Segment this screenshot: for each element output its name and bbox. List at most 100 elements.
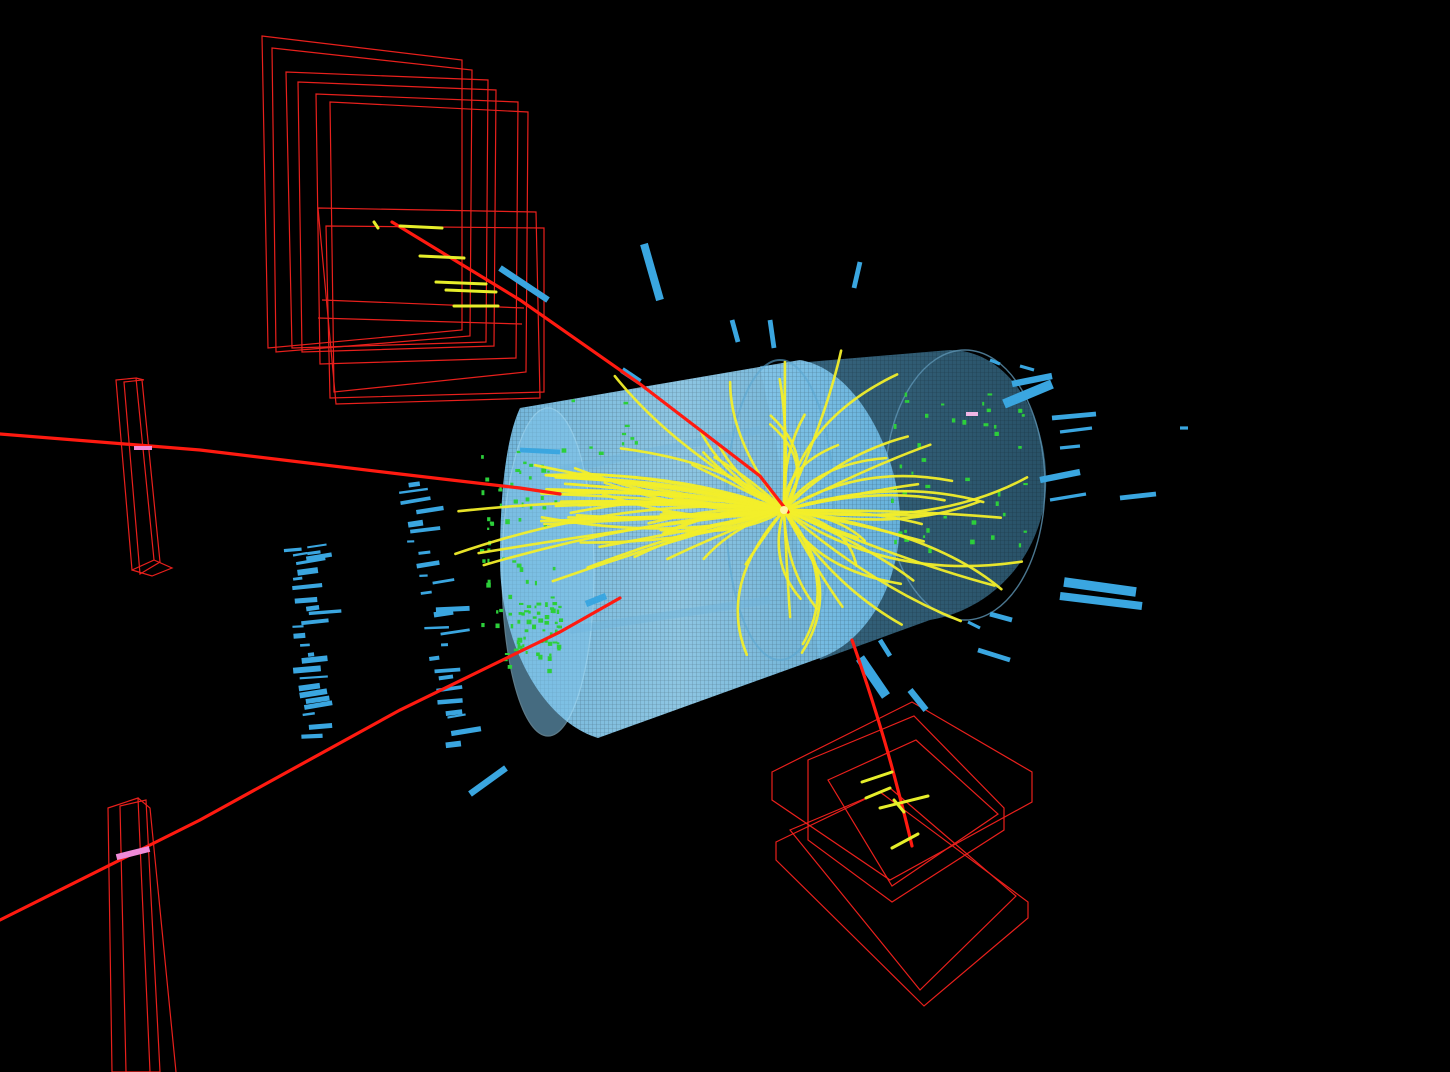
calorimeter-tower [299,675,328,680]
calorimeter-tower [416,505,444,515]
tracker-hit [541,468,547,473]
tracker-hit [499,486,502,490]
charged-track [782,508,962,623]
calorimeter-tower [1059,426,1093,434]
tracker-hit [550,609,556,613]
tracker-hit [510,624,514,629]
tracker-hit [893,424,897,429]
tracker-hit [534,605,537,609]
calorimeter-tower [292,625,304,628]
calorimeter-tower [308,722,333,730]
tracker-hit [486,582,491,588]
tracker-hit [991,535,995,540]
lower-left-muon-chamber [107,797,177,1072]
calorimeter-tower [1049,492,1087,502]
calorimeter-tower [434,667,461,674]
tracker-hit [556,609,560,614]
calorimeter-tower [1051,411,1097,421]
charged-track [666,508,786,561]
tracker-hit [521,612,525,616]
calorimeter-tower [1119,491,1157,501]
tracker-hit [925,413,929,418]
calorimeter-tower [292,583,323,591]
calorimeter-tower [292,665,322,674]
tracker-hit [517,637,523,643]
tracker-hit [525,579,529,584]
tracker-hit [552,641,558,644]
tracker-hit [536,652,540,656]
calorimeter-tower [450,726,482,737]
charged-track [782,508,1024,568]
calorimeter-tower [305,604,320,612]
calorimeter-tower [440,628,470,636]
tracker-hit [487,558,490,563]
tracker-hit [513,499,518,504]
tracker-hit [982,401,985,406]
charged-track [782,474,954,512]
tracker-hit [547,656,552,661]
tracker-hit [538,618,544,623]
tracker-hit [512,560,517,563]
tracker-hit [556,642,560,645]
tracker-hit [893,487,897,491]
calorimeter-tower [294,596,318,604]
tracker-hit [962,419,967,425]
tracker-hit [524,610,529,613]
calorimeter-tower [307,543,327,549]
calorimeter-tower [301,655,328,664]
calorimeter-tower [445,709,463,716]
tracker-hit [1018,543,1022,548]
calorimeter-tower [301,733,323,739]
tracker-hit [1021,414,1025,417]
calorimeter-tower [1059,592,1143,610]
tracker-hit [547,470,550,473]
calorimeter-tower [302,712,315,717]
tracker-hit [515,469,520,472]
calorimeter-towers [283,242,1188,797]
calorimeter-tower [292,551,308,557]
tracker-hit [558,625,562,629]
tracker-hit [904,400,910,403]
calorimeter-tower [305,695,330,705]
tracker-hit [943,515,947,519]
tracker-hit [545,602,548,607]
calorimeter-tower [292,576,303,581]
calorimeter-tower [293,632,306,639]
muon-track-upper [390,220,790,514]
tracker-hit [487,527,490,530]
tracker-hit [485,477,490,482]
tracker-hit [499,608,504,613]
tracker-hit [528,610,531,614]
tracker-hit [529,463,534,467]
tracker-hit [480,549,485,553]
tracker-hit [552,602,558,606]
tracker-hit [941,403,945,406]
charged-track [782,373,899,512]
calorimeter-tower [767,319,777,349]
tracker-hit [487,517,491,522]
tracker-hit [970,539,975,545]
charged-track [782,508,903,626]
calorimeter-tower [433,609,454,618]
tracker-hit [891,498,894,503]
calorimeter-tower [419,574,428,577]
tracker-hit [558,605,562,609]
calorimeter-tower [424,626,449,630]
calorimeter-tower [283,547,302,553]
tracker-hit [523,636,526,640]
tracker-hit [630,437,635,440]
tracker-hit [549,607,555,610]
calorimeter-tower [408,481,421,488]
calorimeter-tower [468,765,508,797]
tracker-hit [904,537,909,542]
calorimeter-tower [418,550,431,555]
calorimeter-tower [1002,379,1054,409]
calorimeter-tower [907,688,929,712]
tracker-hit [554,621,558,625]
calorimeter-tower [851,261,863,289]
tracker-hit [538,654,543,660]
calorimeter-tower [437,698,463,705]
muon-track-left [0,432,562,496]
calorimeter-tower [303,700,333,710]
